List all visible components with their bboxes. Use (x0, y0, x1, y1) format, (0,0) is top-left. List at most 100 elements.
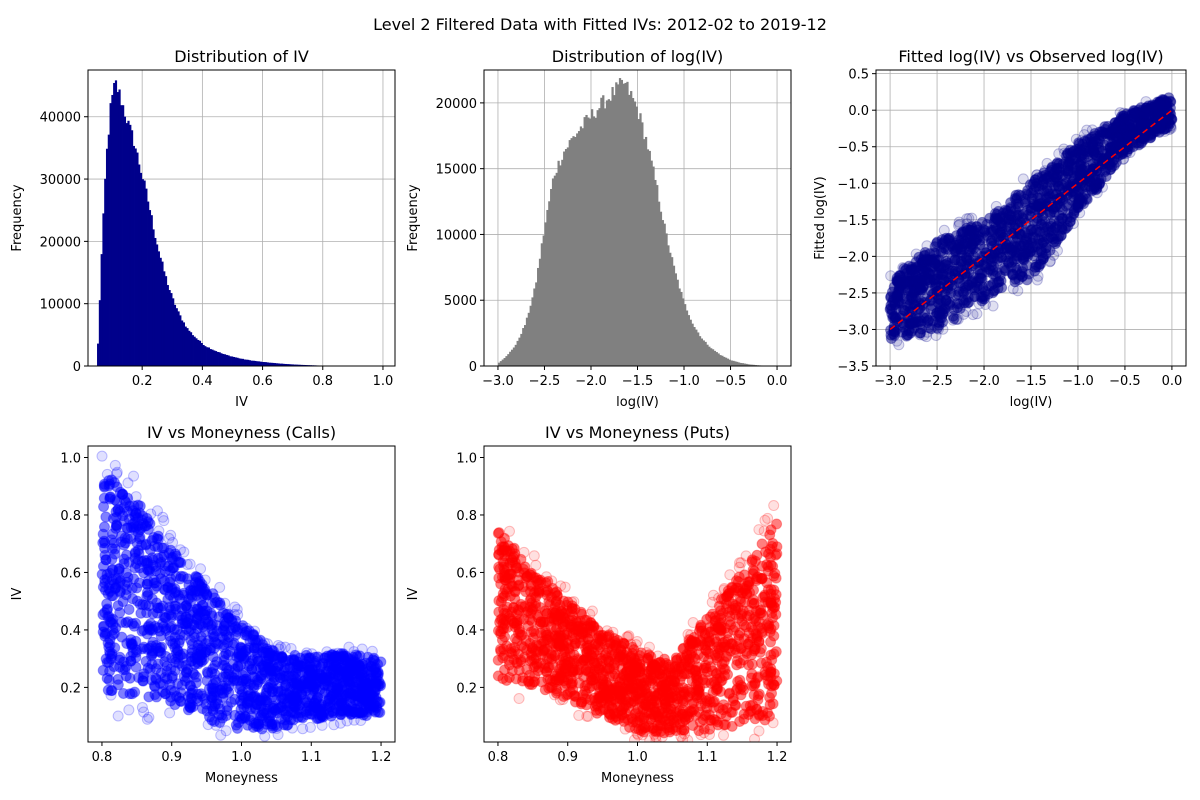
scatter-point (1155, 99, 1167, 111)
scatter-point (1107, 122, 1119, 134)
histogram-bar (132, 145, 135, 366)
histogram-bar (719, 355, 722, 366)
scatter-point (314, 668, 326, 680)
scatter-point (256, 692, 268, 704)
histogram-bar (232, 356, 236, 366)
scatter-outlier (1118, 107, 1130, 119)
scatter-point (1010, 194, 1022, 206)
histogram-bar (220, 353, 223, 366)
x-tick-label: 1.1 (301, 750, 322, 765)
histogram-bar (557, 160, 560, 366)
scatter-outlier (145, 508, 157, 520)
scatter-point (104, 585, 116, 597)
scatter-point (155, 573, 167, 585)
scatter-point (918, 250, 930, 262)
histogram-bar (620, 79, 624, 366)
histogram-bar (231, 356, 234, 366)
scatter-point (185, 584, 197, 596)
x-tick-label: −3.0 (874, 374, 906, 389)
scatter-outlier (328, 648, 340, 660)
histogram-bar (206, 347, 209, 366)
scatter-point (231, 651, 243, 663)
scatter-outlier (1117, 153, 1129, 165)
scatter-point (100, 554, 112, 566)
scatter-outlier (220, 725, 232, 737)
histogram-bar (218, 352, 221, 366)
scatter-outlier (960, 305, 972, 317)
histogram-bar (617, 84, 620, 366)
scatter-outlier (1059, 147, 1071, 159)
histogram-bar (122, 105, 125, 366)
scatter-outlier (163, 532, 175, 544)
y-axis-label: IV (406, 588, 421, 601)
histogram-bar (698, 336, 702, 366)
histogram-bar (555, 172, 558, 366)
scatter-point (910, 256, 922, 268)
histogram-bar (241, 358, 244, 366)
scatter-outlier (141, 713, 153, 725)
histogram-bar (572, 136, 575, 366)
x-axis-label: Moneyness (205, 771, 278, 786)
histogram-bar (734, 361, 737, 366)
scatter-outlier (893, 339, 905, 351)
histogram-bar (279, 363, 282, 366)
histogram-bar (654, 179, 657, 366)
histogram-bar (186, 328, 189, 366)
histogram-bar (161, 261, 164, 366)
scatter-point (1117, 122, 1129, 134)
scatter-point (1033, 198, 1045, 210)
scatter-point (298, 661, 310, 673)
x-axis-label: log(IV) (616, 395, 659, 410)
histogram-bar (551, 178, 555, 366)
scatter-point (1016, 270, 1028, 282)
scatter-point (186, 638, 198, 650)
histogram-bar (745, 363, 748, 366)
scatter-outlier (101, 468, 113, 480)
scatter-point (741, 610, 753, 622)
scatter-outlier (1070, 133, 1082, 145)
histogram-bar (592, 116, 596, 366)
plot-area (484, 70, 791, 366)
scatter-point (185, 680, 197, 692)
histogram-bar (665, 233, 668, 366)
histogram-bar (182, 322, 185, 366)
scatter-point (968, 243, 980, 255)
panel-title: Fitted log(IV) vs Observed log(IV) (898, 47, 1163, 66)
scatter-point (761, 661, 773, 673)
histogram-bar (141, 179, 144, 366)
histogram-bar (273, 363, 277, 366)
histogram-bar (97, 343, 100, 366)
scatter-outlier (1163, 124, 1175, 136)
scatter-outlier (1032, 270, 1044, 282)
scatter-point (1072, 201, 1084, 213)
scatter-outlier (228, 609, 240, 621)
histogram-bar (123, 116, 127, 366)
histogram-bar (130, 130, 134, 366)
scatter-point (246, 691, 258, 703)
scatter-outlier (273, 643, 285, 655)
scatter-point (278, 693, 290, 705)
scatter-outlier (341, 715, 353, 727)
histogram-bar (302, 364, 305, 366)
scatter-point (261, 683, 273, 695)
x-tick-label: 1.2 (371, 750, 392, 765)
histogram-bar (622, 83, 625, 366)
histogram-bar (259, 361, 262, 366)
scatter-outlier (297, 723, 309, 735)
histogram-bar (693, 327, 696, 366)
histogram-bar (590, 109, 594, 366)
scatter-outlier (328, 719, 340, 731)
x-tick-label: 0.8 (92, 750, 113, 765)
histogram-bar (266, 362, 269, 366)
histogram-bar (170, 293, 173, 366)
y-tick-label: 15000 (436, 163, 477, 178)
histogram-bar (749, 364, 752, 366)
panel-title: Distribution of IV (174, 47, 309, 66)
histogram-bar (104, 178, 107, 366)
y-tick-label: 10000 (40, 298, 81, 313)
scatter-point (1042, 232, 1054, 244)
histogram-bar (181, 320, 184, 366)
scatter-point (146, 648, 158, 660)
histogram-bar (164, 276, 168, 366)
scatter-point (352, 695, 364, 707)
